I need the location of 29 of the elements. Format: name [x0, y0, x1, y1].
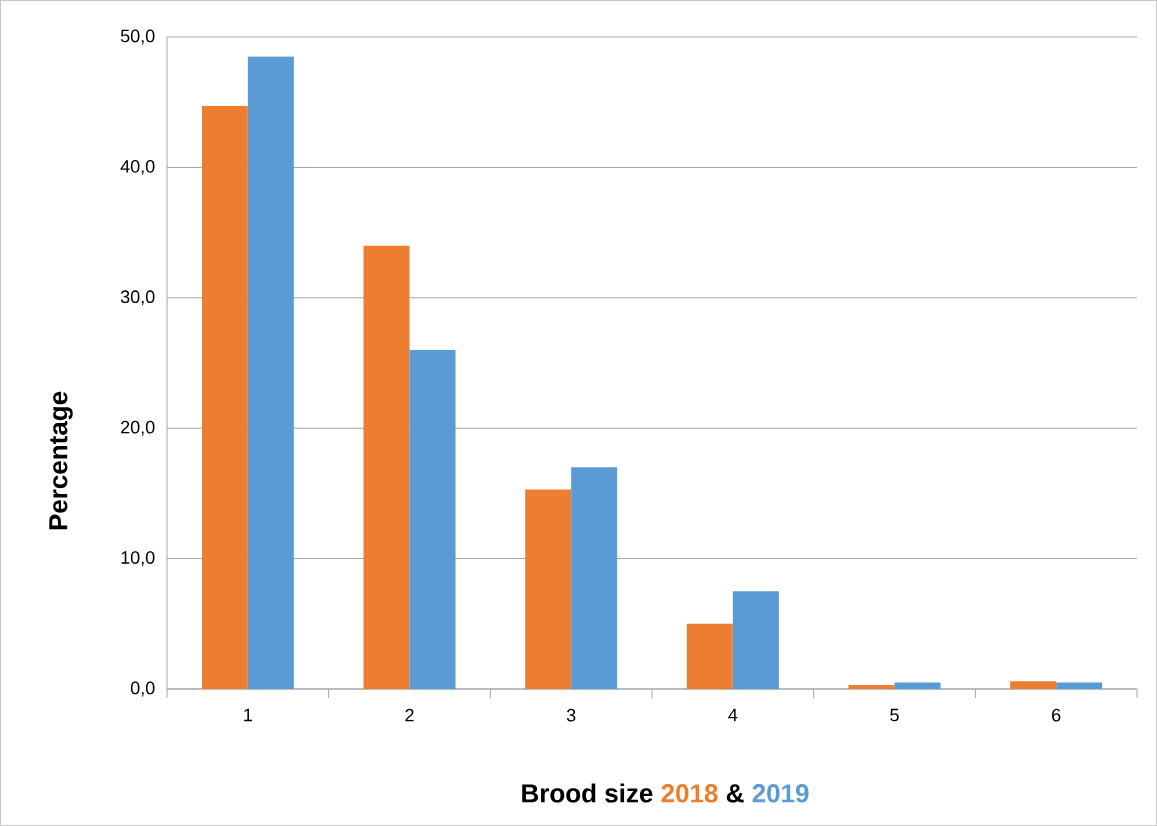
text: &: [726, 784, 744, 803]
y-tick-label: 20,0: [121, 420, 155, 436]
y-tick-label: 10,0: [121, 551, 155, 567]
y-tick-label: 40,0: [120, 159, 155, 175]
bar: [894, 682, 941, 689]
x-tick-label: 5: [890, 708, 899, 722]
bar: [247, 56, 294, 689]
bar: [686, 623, 733, 689]
x-tick-label: 2: [405, 708, 414, 722]
y-axis-title: Percentage: [49, 391, 73, 530]
x-axis-title: Brood size: [522, 783, 653, 803]
x-tick-label: 3: [566, 708, 576, 722]
bar: [525, 489, 572, 689]
text: 2019: [752, 784, 809, 803]
text: 2018: [661, 784, 718, 803]
x-tick-label: 6: [1052, 708, 1061, 722]
x-tick-label: 1: [244, 708, 252, 722]
bar: [732, 591, 779, 689]
bar: [848, 685, 895, 689]
bar: [201, 106, 248, 689]
y-tick-label: 0,0: [130, 681, 155, 697]
bar: [363, 245, 410, 689]
bar: [1010, 681, 1057, 689]
bar: [1056, 682, 1103, 689]
y-tick-label: 30,0: [120, 290, 155, 306]
x-tick-label: 4: [728, 708, 738, 722]
bar: [571, 467, 618, 689]
bar: [409, 349, 456, 689]
y-tick-label: 50,0: [120, 29, 155, 45]
